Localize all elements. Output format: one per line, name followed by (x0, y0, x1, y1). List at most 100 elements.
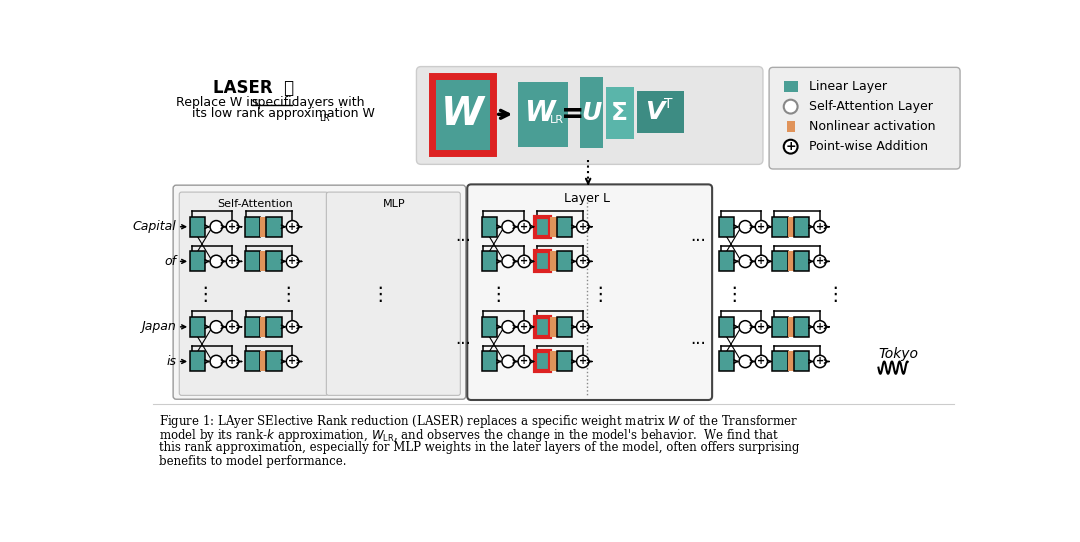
Text: LR: LR (320, 114, 329, 122)
Bar (794, 217, 809, 237)
Bar (267, 217, 282, 237)
Bar (606, 87, 634, 139)
Text: Japan: Japan (141, 320, 176, 333)
FancyBboxPatch shape (173, 185, 465, 399)
Text: +: + (579, 222, 586, 232)
Circle shape (211, 221, 222, 233)
Text: +: + (521, 357, 528, 366)
Text: +: + (521, 256, 528, 266)
Circle shape (226, 221, 239, 233)
Bar (719, 317, 734, 337)
Text: Point-wise Addition: Point-wise Addition (809, 140, 928, 153)
Text: its low rank approximation W: its low rank approximation W (176, 107, 375, 120)
Circle shape (755, 356, 768, 367)
Circle shape (518, 356, 530, 367)
Text: +: + (288, 322, 297, 332)
Bar (556, 251, 572, 272)
Text: +: + (579, 322, 586, 332)
Bar (267, 251, 282, 272)
Text: Self-Attention: Self-Attention (217, 198, 293, 209)
Bar (551, 251, 556, 272)
Text: +: + (228, 357, 237, 366)
Circle shape (813, 221, 826, 233)
FancyBboxPatch shape (326, 192, 460, 395)
Text: +: + (815, 357, 824, 366)
Text: +: + (228, 322, 237, 332)
Bar (245, 251, 260, 272)
Bar (260, 251, 267, 272)
Text: ⋮: ⋮ (825, 285, 845, 304)
Circle shape (518, 255, 530, 268)
Bar (432, 76, 494, 153)
Bar (787, 317, 794, 337)
Bar (551, 217, 556, 237)
Circle shape (211, 321, 222, 333)
Bar (482, 317, 497, 337)
Bar (260, 317, 267, 337)
Circle shape (286, 221, 299, 233)
Text: ···: ··· (455, 335, 471, 353)
Text: +: + (521, 222, 528, 232)
Circle shape (739, 255, 752, 268)
Circle shape (577, 321, 589, 333)
Circle shape (813, 356, 826, 367)
Text: ⋮: ⋮ (725, 285, 744, 304)
Text: this rank approximation, especially for MLP weights in the later layers of the m: this rank approximation, especially for … (159, 441, 799, 454)
Text: LASER  🔧: LASER 🔧 (213, 79, 294, 97)
Text: +: + (228, 256, 237, 266)
Text: =: = (562, 100, 584, 128)
Bar (787, 351, 794, 371)
Circle shape (211, 255, 222, 268)
Text: layers with: layers with (292, 96, 364, 109)
Text: of: of (164, 255, 176, 268)
Circle shape (755, 221, 768, 233)
Bar (260, 351, 267, 371)
Text: +: + (815, 222, 824, 232)
Text: Tokyo: Tokyo (878, 347, 918, 361)
Text: ⋮: ⋮ (195, 285, 215, 304)
Circle shape (226, 321, 239, 333)
Circle shape (502, 356, 514, 367)
Text: +: + (815, 322, 824, 332)
Bar (551, 317, 556, 337)
Text: Σ: Σ (611, 101, 629, 125)
Text: Linear Layer: Linear Layer (809, 80, 887, 93)
Bar (719, 251, 734, 272)
Bar (580, 78, 603, 148)
Text: benefits to model performance.: benefits to model performance. (159, 455, 347, 468)
Circle shape (502, 255, 514, 268)
Bar (551, 351, 556, 371)
Bar (556, 217, 572, 237)
Bar (556, 317, 572, 337)
Circle shape (577, 356, 589, 367)
Bar (772, 217, 787, 237)
Circle shape (784, 140, 798, 153)
Bar (719, 217, 734, 237)
Text: +: + (757, 222, 766, 232)
Bar (518, 82, 568, 147)
Text: Capital: Capital (133, 220, 176, 233)
Circle shape (739, 221, 752, 233)
Text: T: T (663, 98, 672, 111)
Text: +: + (288, 256, 297, 266)
Bar (245, 317, 260, 337)
Bar (772, 317, 787, 337)
Text: ···: ··· (690, 335, 706, 353)
Text: W: W (524, 99, 554, 127)
Text: specific: specific (252, 96, 299, 109)
Circle shape (211, 356, 222, 367)
Text: Figure 1: LAyer SElective Rank reduction (LASER) replaces a specific weight matr: Figure 1: LAyer SElective Rank reduction… (159, 413, 798, 430)
Circle shape (286, 255, 299, 268)
Circle shape (813, 255, 826, 268)
Text: +: + (521, 322, 528, 332)
Bar (190, 317, 205, 337)
Bar (535, 351, 551, 371)
Circle shape (739, 321, 752, 333)
Text: +: + (579, 357, 586, 366)
Text: +: + (815, 256, 824, 266)
Bar (535, 317, 551, 337)
Bar (784, 81, 798, 92)
Circle shape (813, 321, 826, 333)
Text: +: + (288, 357, 297, 366)
Bar (482, 351, 497, 371)
